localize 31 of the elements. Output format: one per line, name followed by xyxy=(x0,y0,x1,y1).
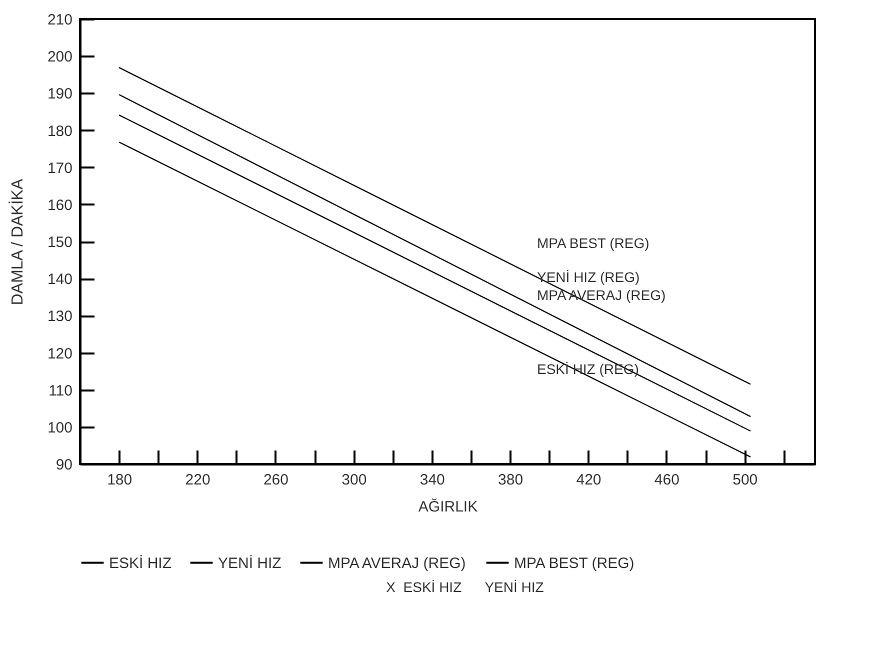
x-tick-label: 180 xyxy=(107,472,132,488)
y-tick-label: 150 xyxy=(47,234,72,251)
annotation: MPA BEST (REG) xyxy=(537,235,650,251)
x-tick-label: 460 xyxy=(654,472,680,488)
x-tick-label: 380 xyxy=(498,472,524,488)
y-tick-label: 200 xyxy=(47,48,72,66)
y-tick-label: 90 xyxy=(56,456,72,474)
y-tick-label: 210 xyxy=(47,12,72,28)
x-tick-label: 500 xyxy=(732,472,758,488)
legend-label: YENİ HIZ xyxy=(218,554,282,572)
x-tick-label: 340 xyxy=(420,472,445,488)
y-tick-label: 130 xyxy=(47,308,72,326)
x-tick-label: 420 xyxy=(576,472,602,488)
x-tick-label: 300 xyxy=(342,472,367,488)
y-tick-label: 140 xyxy=(47,271,72,288)
y-axis-title: DAMLA / DAKİKA xyxy=(8,178,26,306)
y-tick-label: 110 xyxy=(48,382,72,400)
x-tick-label: 260 xyxy=(263,472,288,488)
legend-label: MPA AVERAJ (REG) xyxy=(328,554,466,572)
y-tick-label: 180 xyxy=(47,122,72,140)
x-axis-title: AĞIRLIK xyxy=(418,498,478,516)
y-tick-label: 170 xyxy=(47,160,72,177)
legend-label: ESKİ HIZ xyxy=(109,554,172,572)
legend-label: MPA BEST (REG) xyxy=(514,554,634,572)
y-tick-label: 100 xyxy=(47,419,72,436)
text: X ESKİ HIZ YENİ HIZ xyxy=(385,579,545,595)
annotation: YENİ HIZ (REG) xyxy=(537,269,640,285)
y-tick-label: 190 xyxy=(47,86,72,103)
x-tick-label: 220 xyxy=(185,472,210,488)
y-tick-label: 120 xyxy=(47,345,72,362)
y-tick-label: 160 xyxy=(47,196,72,214)
